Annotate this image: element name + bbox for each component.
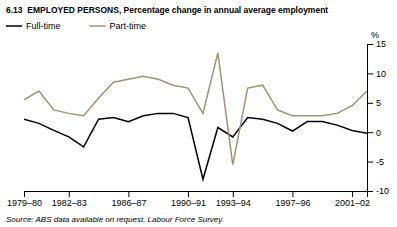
y-tick-label: 0 <box>376 128 381 138</box>
y-tick: -5 <box>367 157 384 167</box>
x-tick: 2001–02 <box>335 191 370 208</box>
y-tick-mark <box>367 162 373 163</box>
x-tick: 1986–87 <box>111 191 146 208</box>
x-tick-mark <box>292 191 293 197</box>
x-tick-mark <box>128 191 129 197</box>
x-tick-mark <box>69 191 70 197</box>
x-axis-line <box>25 192 368 198</box>
y-tick-label: 15 <box>376 39 386 49</box>
y-tick-label: 5 <box>376 98 381 108</box>
x-tick-mark <box>24 191 25 197</box>
x-tick-label: 1990–91 <box>171 198 206 208</box>
y-axis-title: % <box>371 30 379 40</box>
x-tick: 1993–94 <box>216 191 251 208</box>
y-tick: 15 <box>367 39 386 49</box>
x-tick: 1997–96 <box>275 191 310 208</box>
chart: 6.13 EMPLOYED PERSONS, Percentage change… <box>0 0 397 227</box>
y-axis: -10 -5 0 5 10 15 <box>367 39 389 196</box>
plot: 1979–80 1982–83 1986–87 1990–91 1993–94 1997–… <box>7 30 389 208</box>
y-tick: 10 <box>367 69 386 79</box>
y-axis-line <box>368 45 374 192</box>
series-line <box>24 113 367 179</box>
x-tick-mark <box>233 191 234 197</box>
x-tick: 1982–83 <box>52 191 87 208</box>
y-tick-label: 10 <box>376 69 386 79</box>
x-tick-mark <box>352 191 353 197</box>
legend-label: Full-time <box>26 21 61 31</box>
y-tick: 0 <box>367 128 381 138</box>
lines <box>24 53 367 179</box>
y-tick: 5 <box>367 98 381 108</box>
x-tick-label: 1997–96 <box>275 198 310 208</box>
y-tick-label: -10 <box>376 186 389 196</box>
y-tick-mark <box>367 103 373 104</box>
x-tick-label: 2001–02 <box>335 198 370 208</box>
x-tick-mark <box>188 191 189 197</box>
legend-label: Part-time <box>110 21 147 31</box>
legend-item: Part-time <box>90 21 147 31</box>
y-tick: -10 <box>367 186 389 196</box>
y-tick-mark <box>367 44 373 45</box>
y-tick-mark <box>367 132 373 133</box>
title: 6.13 EMPLOYED PERSONS, Percentage change… <box>6 5 328 15</box>
x-tick: 1990–91 <box>171 191 206 208</box>
x-tick-label: 1982–83 <box>52 198 87 208</box>
y-tick-label: -5 <box>376 157 384 167</box>
x-tick-label: 1986–87 <box>111 198 146 208</box>
y-tick-mark <box>367 191 373 192</box>
legend-swatch <box>6 25 22 27</box>
annotation: Source: ABS data available on request, L… <box>6 215 224 224</box>
y-tick-mark <box>367 73 373 74</box>
legend-item: Full-time <box>6 21 61 31</box>
x-tick-label: 1993–94 <box>216 198 251 208</box>
x-tick: 1979–80 <box>7 191 42 208</box>
x-tick-label: 1979–80 <box>7 198 42 208</box>
x-axis: 1979–80 1982–83 1986–87 1990–91 1993–94 1997–… <box>7 191 370 208</box>
legend: Full-time Part-time <box>6 21 146 31</box>
series-line <box>24 53 367 165</box>
legend-swatch <box>90 25 106 27</box>
